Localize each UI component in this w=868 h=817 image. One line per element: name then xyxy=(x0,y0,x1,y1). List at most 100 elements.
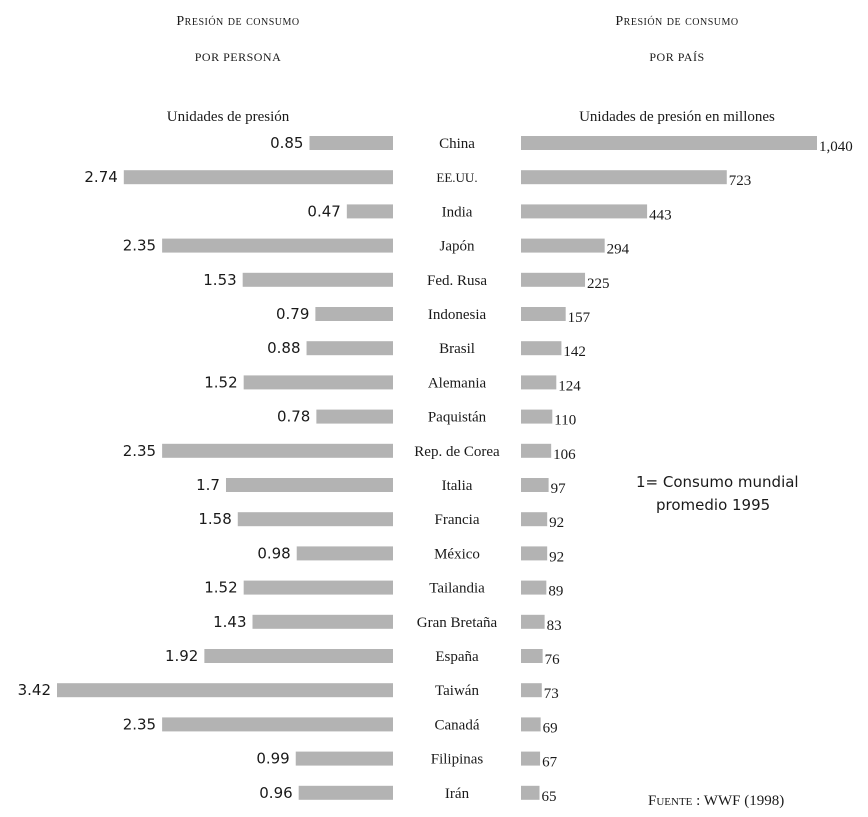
left-bar xyxy=(252,614,393,629)
right-value-label: 142 xyxy=(563,344,586,360)
right-value-label: 97 xyxy=(551,481,567,497)
category-label: Canadá xyxy=(435,717,480,733)
left-value-label: 0.47 xyxy=(307,202,340,220)
right-value-label: 73 xyxy=(544,686,559,702)
left-bar xyxy=(243,580,393,595)
category-labels-group: China EE.UU. India Japón Fed. Rusa Indonesia B… xyxy=(414,136,500,802)
note-line1: 1= Consumo mundial xyxy=(636,473,799,491)
right-bar xyxy=(521,272,586,287)
right-value-label: 1,040 xyxy=(819,139,853,155)
left-value-label: 2.35 xyxy=(123,715,156,733)
category-label: India xyxy=(442,204,473,220)
right-value-label: 92 xyxy=(549,515,564,531)
category-label: Fed. Rusa xyxy=(427,273,487,289)
right-bar xyxy=(521,649,543,663)
right-title-line1: Presión de consumo xyxy=(615,14,738,29)
category-label: Filipinas xyxy=(431,752,484,768)
right-value-label: 69 xyxy=(543,720,558,736)
right-bar xyxy=(521,307,566,321)
source-prefix: Fuente xyxy=(648,793,693,809)
category-label: Italia xyxy=(442,478,473,494)
left-bar xyxy=(242,272,393,287)
left-bar xyxy=(162,717,393,732)
left-value-label: 1.7 xyxy=(196,476,220,494)
left-value-label: 2.35 xyxy=(123,237,156,255)
right-bar xyxy=(521,375,557,390)
left-bar xyxy=(346,204,393,219)
category-label: Tailandia xyxy=(429,581,485,597)
source-note: Fuente : WWF (1998) xyxy=(648,793,784,809)
right-value-label: 65 xyxy=(542,789,557,805)
left-value-label: 0.85 xyxy=(270,134,303,152)
category-label: Irán xyxy=(445,786,470,802)
note-line2: promedio 1995 xyxy=(656,496,770,514)
left-value-label: 0.79 xyxy=(276,305,309,323)
left-bar xyxy=(162,443,393,458)
right-bar xyxy=(521,341,562,356)
left-value-label: 1.92 xyxy=(165,647,198,665)
right-value-label: 443 xyxy=(649,207,672,223)
left-axis-label: Unidades de presión xyxy=(167,109,290,125)
right-axis-label: Unidades de presión en millones xyxy=(579,109,775,125)
source-text: : WWF (1998) xyxy=(692,793,784,809)
right-value-label: 157 xyxy=(568,310,591,326)
left-value-label: 1.58 xyxy=(198,510,231,528)
left-value-label: 1.52 xyxy=(204,579,237,597)
right-value-label: 76 xyxy=(545,652,561,668)
right-value-label: 106 xyxy=(553,447,576,463)
left-bar xyxy=(204,649,393,663)
right-value-label: 92 xyxy=(549,549,564,565)
left-bar xyxy=(295,751,393,766)
category-label: Japón xyxy=(440,239,475,255)
right-value-label: 225 xyxy=(587,276,610,292)
right-bar xyxy=(521,546,548,561)
left-value-label: 1.43 xyxy=(213,613,246,631)
left-bar xyxy=(296,546,393,561)
category-label: EE.UU. xyxy=(436,170,477,185)
right-bar xyxy=(521,238,605,253)
left-bar xyxy=(225,478,393,492)
category-label: Alemania xyxy=(428,375,487,391)
right-bars-group: 1,040 723 443 294 225 157 142 124 110 106 97 92 92 89… xyxy=(521,136,853,805)
category-label: China xyxy=(439,136,475,152)
left-value-label: 0.99 xyxy=(256,750,289,768)
right-title-line2: por país xyxy=(649,50,704,64)
right-bar xyxy=(521,170,727,185)
left-bar xyxy=(298,785,393,800)
category-label: Paquistán xyxy=(428,410,487,426)
left-bar xyxy=(316,409,393,424)
right-bar xyxy=(521,443,552,458)
left-title-line1: Presión de consumo xyxy=(176,14,299,29)
right-bar xyxy=(521,614,545,629)
left-bar xyxy=(237,512,393,527)
left-bar xyxy=(243,375,393,390)
right-bar xyxy=(521,717,541,732)
left-bars-group: 0.85 2.74 0.47 2.35 1.53 0.79 0.88 1.52 0.78 2.35… xyxy=(18,134,394,802)
left-bar xyxy=(57,683,393,698)
right-value-label: 89 xyxy=(548,584,563,600)
right-bar xyxy=(521,580,547,595)
left-value-label: 1.52 xyxy=(204,373,237,391)
category-label: México xyxy=(434,546,480,562)
right-bar xyxy=(521,751,541,766)
left-value-label: 2.74 xyxy=(84,168,117,186)
left-value-label: 1.53 xyxy=(203,271,236,289)
category-label: Indonesia xyxy=(428,307,487,323)
left-value-label: 0.78 xyxy=(277,408,310,426)
left-value-label: 0.96 xyxy=(259,784,292,802)
right-value-label: 723 xyxy=(729,173,752,189)
right-bar xyxy=(521,409,553,424)
right-value-label: 294 xyxy=(607,242,630,258)
right-value-label: 67 xyxy=(542,755,558,771)
category-label: Gran Bretaña xyxy=(417,615,498,631)
left-bar xyxy=(306,341,393,356)
category-label: España xyxy=(435,649,479,665)
right-value-label: 83 xyxy=(547,618,562,634)
left-bar xyxy=(309,136,393,150)
category-label: Rep. de Corea xyxy=(414,444,500,460)
left-bar xyxy=(123,170,394,185)
left-value-label: 0.98 xyxy=(257,544,290,562)
right-bar xyxy=(521,785,540,800)
right-bar xyxy=(521,478,549,492)
left-value-label: 2.35 xyxy=(123,442,156,460)
